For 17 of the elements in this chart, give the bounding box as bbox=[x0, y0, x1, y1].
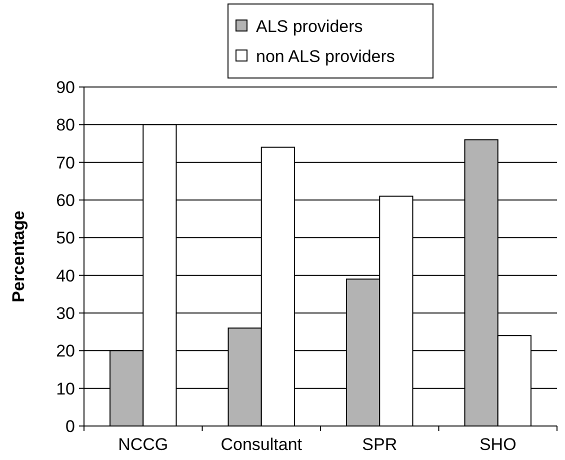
x-tick-label: Consultant bbox=[220, 435, 302, 454]
y-tick-label: 50 bbox=[56, 228, 75, 248]
x-tick-label: SHO bbox=[479, 435, 516, 454]
y-tick-label: 60 bbox=[56, 190, 75, 210]
legend-label: ALS providers bbox=[256, 16, 363, 36]
legend-label: non ALS providers bbox=[256, 46, 395, 66]
x-tick-label: SPR bbox=[362, 435, 398, 454]
y-tick-label: 30 bbox=[56, 304, 75, 323]
y-tick-label: 10 bbox=[56, 379, 75, 398]
x-tick-label: NCCG bbox=[118, 435, 168, 454]
y-axis-title: Percentage bbox=[9, 210, 28, 302]
y-tick-label: 80 bbox=[56, 116, 75, 135]
y-tick-label: 20 bbox=[56, 342, 75, 361]
y-tick-label: 70 bbox=[56, 153, 75, 172]
y-tick-label: 90 bbox=[56, 78, 75, 97]
y-tick-label: 0 bbox=[66, 416, 75, 436]
y-tick-label: 40 bbox=[56, 266, 75, 286]
